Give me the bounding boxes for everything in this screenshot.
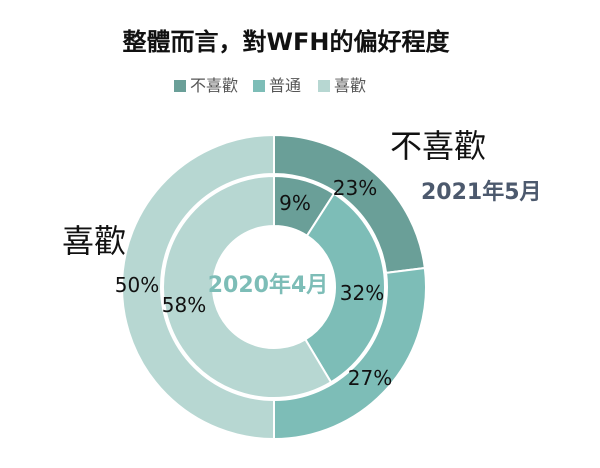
legend-swatch-neutral bbox=[253, 80, 265, 92]
legend-swatch-like bbox=[318, 80, 330, 92]
inner-value-label-dislike: 9% bbox=[279, 191, 311, 215]
chart-rings: 9% 32% 58% 23% 27% 50% bbox=[115, 133, 427, 441]
inner-slice-neutral bbox=[303, 192, 386, 384]
inner-series-label: 2020年4月 bbox=[208, 272, 329, 298]
legend-swatch-dislike bbox=[174, 80, 186, 92]
outer-value-label-like: 50% bbox=[115, 273, 159, 297]
inner-slice-like bbox=[162, 174, 333, 399]
outer-slice-like bbox=[121, 133, 275, 441]
chart-title: 整體而言，對WFH的偏好程度 bbox=[123, 28, 451, 56]
annotation-like: 喜歡 bbox=[62, 222, 126, 260]
inner-value-label-like: 58% bbox=[162, 293, 206, 317]
outer-value-label-neutral: 27% bbox=[348, 366, 392, 390]
annotation-dislike: 不喜歡 bbox=[390, 127, 486, 165]
legend: 不喜歡 普通 喜歡 bbox=[174, 76, 366, 95]
outer-series-label: 2021年5月 bbox=[421, 179, 542, 205]
legend-label-dislike: 不喜歡 bbox=[190, 76, 238, 95]
legend-label-neutral: 普通 bbox=[269, 76, 301, 95]
legend-label-like: 喜歡 bbox=[334, 76, 366, 95]
outer-value-label-dislike: 23% bbox=[333, 176, 377, 200]
inner-value-label-neutral: 32% bbox=[340, 281, 384, 305]
